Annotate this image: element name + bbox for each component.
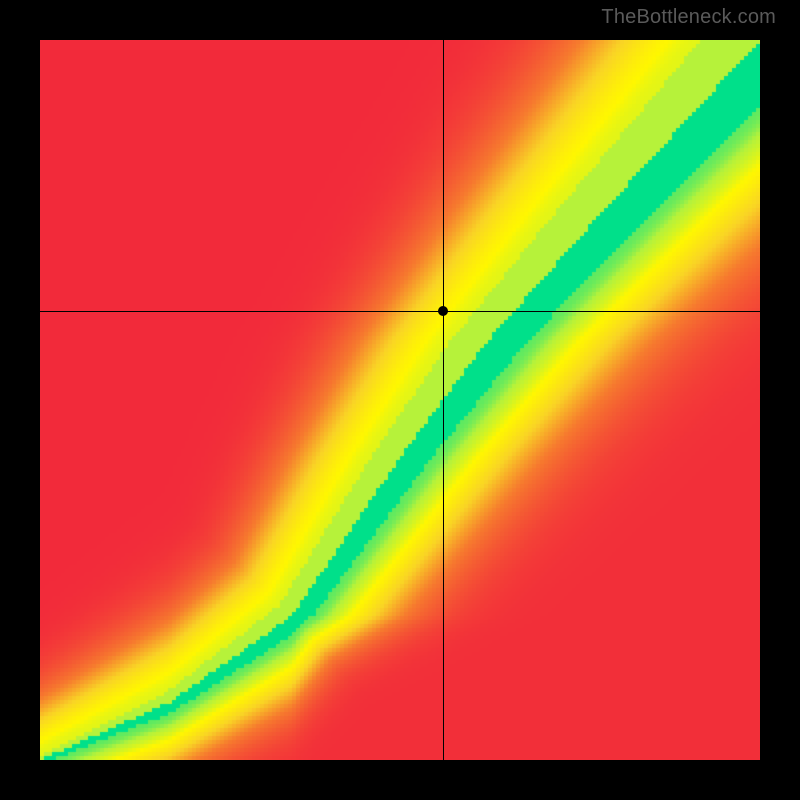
chart-container: TheBottleneck.com	[0, 0, 800, 800]
heatmap-canvas	[40, 40, 760, 760]
crosshair-marker	[438, 306, 448, 316]
plot-area	[40, 40, 760, 760]
crosshair-vertical	[443, 40, 444, 760]
watermark-text: TheBottleneck.com	[601, 6, 776, 29]
crosshair-horizontal	[40, 311, 760, 312]
